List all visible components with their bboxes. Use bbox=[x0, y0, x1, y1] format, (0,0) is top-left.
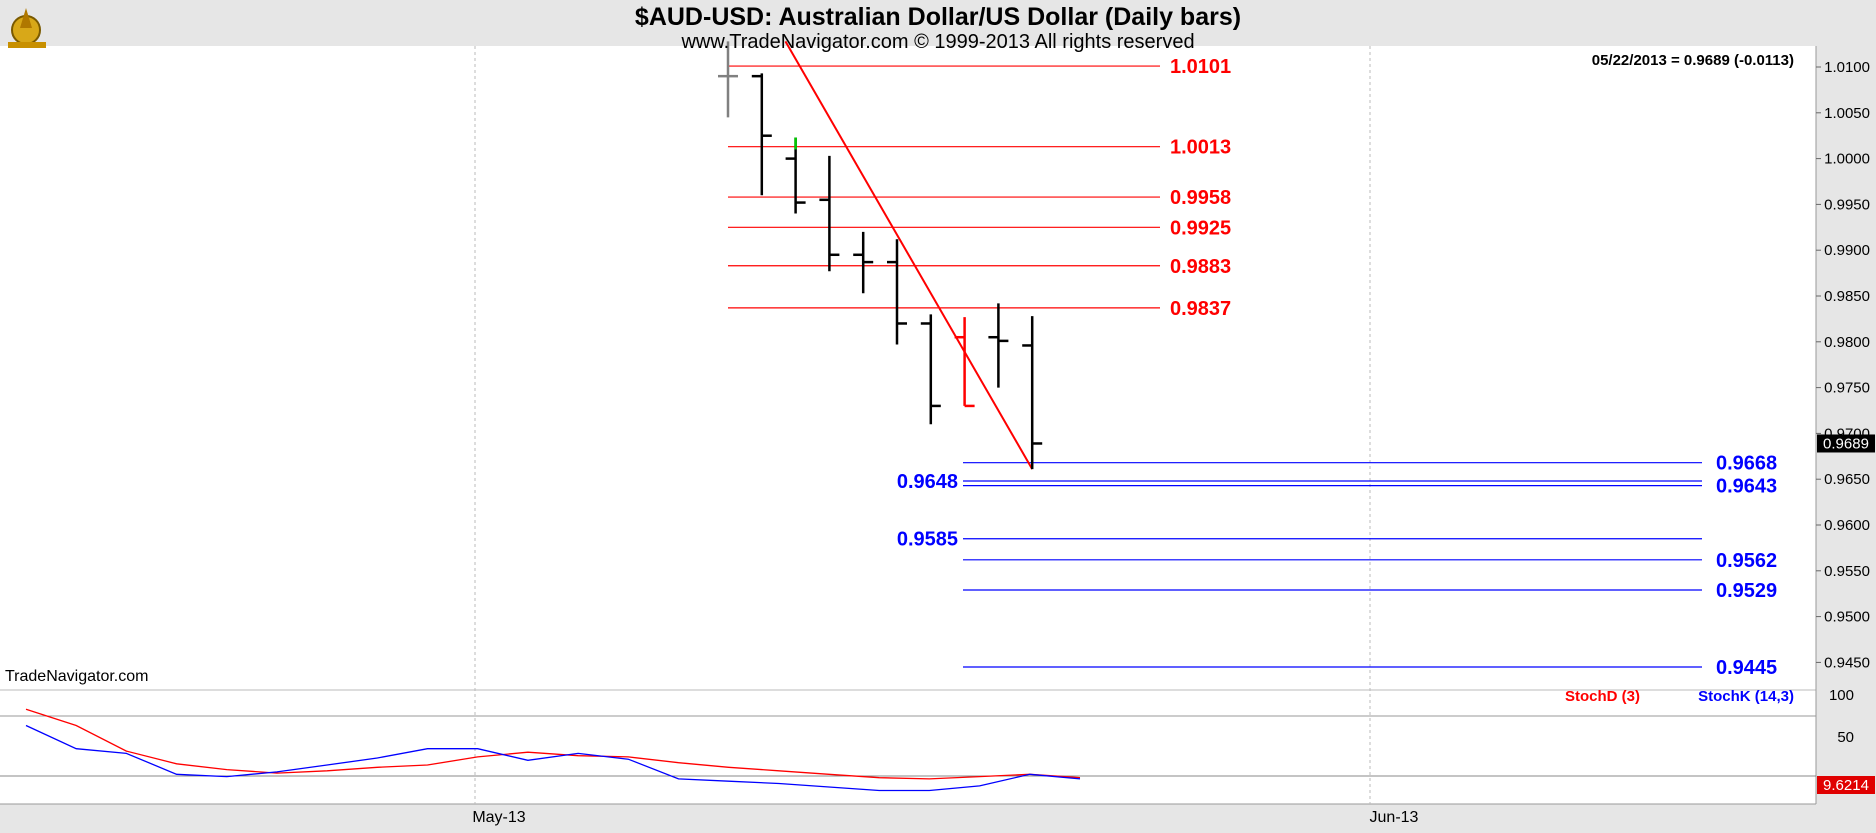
trendline bbox=[784, 40, 1034, 470]
chart-title: $AUD-USD: Australian Dollar/US Dollar (D… bbox=[634, 3, 1242, 31]
trade-navigator-logo bbox=[2, 2, 54, 52]
last-value-readout: 05/22/2013 = 0.9689 (-0.0113) bbox=[1591, 52, 1794, 69]
stochD-line bbox=[25, 708, 1081, 780]
x-tick-label: Jun-13 bbox=[1370, 809, 1419, 826]
osc-last-value-box bbox=[1817, 776, 1875, 794]
resistance-label: 0.9958 bbox=[1170, 187, 1231, 209]
legend-stochK: StochK (14,3) bbox=[1698, 688, 1794, 705]
y-tick-label: 0.9600 bbox=[1824, 517, 1870, 534]
x-tick-label: May-13 bbox=[472, 809, 525, 826]
legend-strip-background bbox=[0, 690, 1816, 716]
last-price-label: 0.9689 bbox=[1823, 435, 1869, 452]
support-label: 0.9585 bbox=[897, 529, 958, 551]
y-tick-label: 0.9650 bbox=[1824, 471, 1870, 488]
y-tick-label: 0.9950 bbox=[1824, 196, 1870, 213]
last-price-box bbox=[1817, 434, 1875, 453]
watermark: TradeNavigator.com bbox=[5, 668, 149, 685]
resistance-label: 1.0101 bbox=[1170, 56, 1231, 78]
resistance-label: 1.0013 bbox=[1170, 137, 1231, 159]
y-tick-label: 0.9800 bbox=[1824, 334, 1870, 351]
price-panel-background bbox=[0, 46, 1816, 690]
y-tick-label: 0.9450 bbox=[1824, 654, 1870, 671]
osc-y-tick-label: 100 bbox=[1829, 687, 1854, 704]
y-tick-label: 1.0050 bbox=[1824, 105, 1870, 122]
resistance-label: 0.9837 bbox=[1170, 298, 1231, 320]
osc-y-tick-label: 50 bbox=[1837, 729, 1854, 746]
y-tick-label: 1.0100 bbox=[1824, 59, 1870, 76]
y-tick-label: 0.9550 bbox=[1824, 563, 1870, 580]
support-label: 0.9648 bbox=[897, 471, 958, 493]
osc-last-value-label: 9.6214 bbox=[1823, 777, 1869, 794]
stochK-line bbox=[25, 724, 1081, 792]
resistance-label: 0.9883 bbox=[1170, 256, 1231, 278]
oscillator-panel-background bbox=[0, 716, 1816, 804]
y-tick-label: 0.9850 bbox=[1824, 288, 1870, 305]
support-label: 0.9643 bbox=[1716, 476, 1777, 498]
y-tick-label: 0.9900 bbox=[1824, 242, 1870, 259]
resistance-label: 0.9925 bbox=[1170, 217, 1231, 239]
support-label: 0.9529 bbox=[1716, 580, 1777, 602]
y-tick-label: 0.9750 bbox=[1824, 380, 1870, 397]
legend-stochD: StochD (3) bbox=[1565, 688, 1640, 705]
support-label: 0.9668 bbox=[1716, 453, 1777, 475]
y-tick-label: 0.9500 bbox=[1824, 609, 1870, 626]
chart-subtitle: www.TradeNavigator.com © 1999-2013 All r… bbox=[681, 31, 1195, 53]
y-tick-label: 1.0000 bbox=[1824, 151, 1870, 168]
support-label: 0.9445 bbox=[1716, 657, 1777, 679]
support-label: 0.9562 bbox=[1716, 550, 1777, 572]
